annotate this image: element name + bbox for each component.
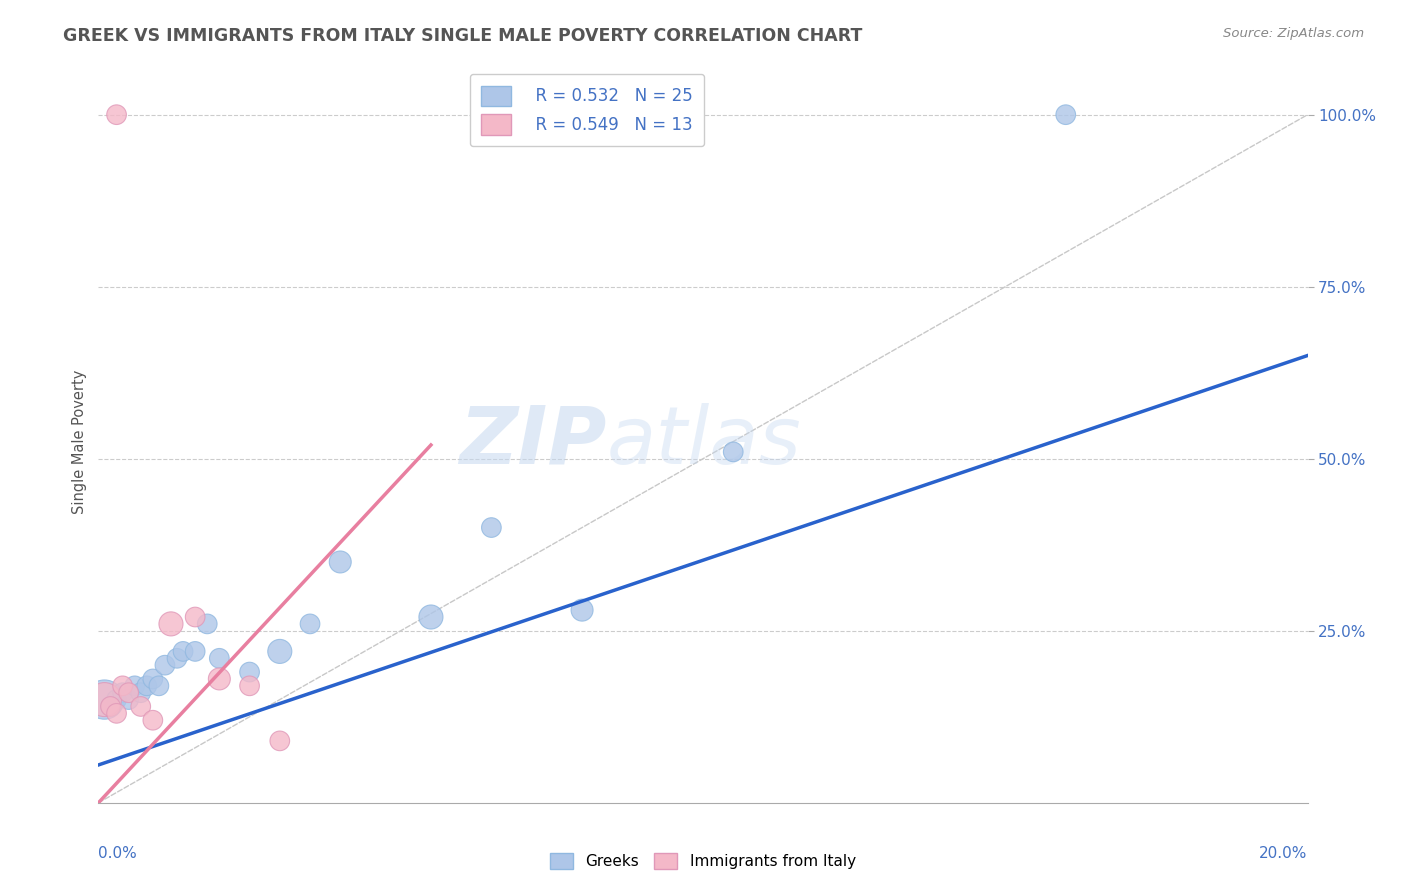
Point — [105, 108, 128, 122]
Point — [239, 679, 262, 693]
Point — [208, 672, 231, 686]
Point — [269, 734, 291, 748]
Point — [129, 686, 152, 700]
Legend: Greeks, Immigrants from Italy: Greeks, Immigrants from Italy — [544, 847, 862, 875]
Point — [142, 713, 165, 727]
Point — [1054, 108, 1077, 122]
Point — [160, 616, 183, 631]
Text: 20.0%: 20.0% — [1260, 847, 1308, 861]
Text: GREEK VS IMMIGRANTS FROM ITALY SINGLE MALE POVERTY CORRELATION CHART: GREEK VS IMMIGRANTS FROM ITALY SINGLE MA… — [63, 27, 863, 45]
Point — [105, 706, 128, 721]
Point — [105, 692, 128, 706]
Point — [571, 603, 593, 617]
Point — [420, 610, 443, 624]
Point — [195, 616, 218, 631]
Text: 0.0%: 0.0% — [98, 847, 138, 861]
Point — [208, 651, 231, 665]
Text: Source: ZipAtlas.com: Source: ZipAtlas.com — [1223, 27, 1364, 40]
Point — [129, 699, 152, 714]
Point — [100, 699, 122, 714]
Point — [269, 644, 291, 658]
Point — [172, 644, 194, 658]
Point — [118, 686, 141, 700]
Text: atlas: atlas — [606, 402, 801, 481]
Point — [148, 679, 170, 693]
Point — [111, 679, 134, 693]
Point — [329, 555, 352, 569]
Y-axis label: Single Male Poverty: Single Male Poverty — [72, 369, 87, 514]
Point — [135, 679, 157, 693]
Point — [184, 644, 207, 658]
Point — [723, 445, 745, 459]
Point — [124, 679, 146, 693]
Point — [239, 665, 262, 679]
Point — [166, 651, 188, 665]
Legend:   R = 0.532   N = 25,   R = 0.549   N = 13: R = 0.532 N = 25, R = 0.549 N = 13 — [470, 74, 704, 146]
Point — [93, 692, 115, 706]
Point — [153, 658, 176, 673]
Point — [184, 610, 207, 624]
Point — [100, 699, 122, 714]
Point — [111, 686, 134, 700]
Point — [142, 672, 165, 686]
Text: ZIP: ZIP — [458, 402, 606, 481]
Point — [93, 692, 115, 706]
Point — [481, 520, 503, 534]
Point — [299, 616, 322, 631]
Point — [118, 692, 141, 706]
